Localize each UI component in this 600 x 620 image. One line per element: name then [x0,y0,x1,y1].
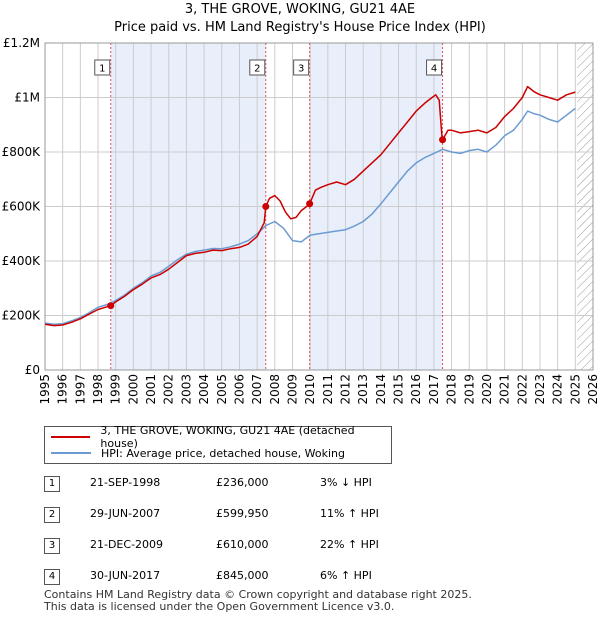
transaction-number: 3 [44,538,60,554]
chart-legend: 3, THE GROVE, WOKING, GU21 4AE (detached… [44,424,392,464]
hpi-line [44,107,576,325]
transaction-number: 2 [44,507,60,523]
footer-attribution: Contains HM Land Registry data © Crown c… [44,589,472,613]
x-tick-label: 2015 [392,374,406,405]
transaction-price: £845,000 [216,569,269,582]
x-tick-label: 2013 [356,374,370,405]
y-tick-label: £1.2M [3,36,40,50]
transaction-label: 1 [99,64,105,75]
transaction-date: 29-JUN-2007 [90,507,161,520]
x-tick-label: 2022 [515,374,529,405]
transaction-hpi-diff: 6% ↑ HPI [320,569,372,582]
transaction-hpi-diff: 11% ↑ HPI [320,507,379,520]
transaction-label-box [249,59,266,76]
legend-label-property: 3, THE GROVE, WOKING, GU21 4AE (detached… [100,424,355,450]
x-tick-label: 2025 [568,374,582,405]
transaction-label-box [293,59,310,76]
transaction-price: £599,950 [216,507,269,520]
transaction-price: £610,000 [216,538,269,551]
y-tick-label: £1M [14,91,40,105]
x-tick-label: 2002 [162,374,176,405]
x-tick-label: 2009 [285,374,299,405]
x-tick-label: 2003 [179,374,193,405]
x-tick-label: 2019 [462,374,476,405]
transaction-date: 21-DEC-2009 [90,538,164,551]
transaction-price: £236,000 [216,476,269,489]
x-tick-label: 2017 [427,374,441,405]
legend-item-property: 3, THE GROVE, WOKING, GU21 4AE (detached… [51,424,391,450]
transaction-label: 2 [254,64,260,75]
x-tick-label: 2001 [144,374,158,405]
transaction-point [262,203,270,211]
legend-line-property [51,436,91,438]
x-tick-label: 2024 [551,374,565,405]
y-tick-label: £0 [25,363,40,377]
transaction-number: 1 [44,476,60,492]
footer-licence: This data is licensed under the Open Gov… [44,600,395,613]
transaction-label-box [426,59,443,76]
legend-label-hpi: HPI: Average price, detached house, Woki… [101,446,345,460]
x-tick-label: 2008 [268,374,282,405]
transaction-point [439,136,447,144]
x-tick-label: 2021 [498,374,512,405]
y-tick-label: £200K [2,309,42,323]
x-tick-label: 1995 [38,374,52,405]
x-tick-label: 1999 [109,374,123,405]
x-tick-label: 2026 [586,374,600,405]
x-tick-label: 2016 [409,374,423,405]
legend-line-hpi [51,452,91,454]
x-tick-label: 1997 [73,374,87,405]
transaction-date: 30-JUN-2017 [90,569,161,582]
transaction-label: 3 [298,64,304,75]
plot-frame [44,42,594,371]
transaction-label-box [94,59,111,76]
x-tick-label: 2004 [197,374,211,405]
x-tick-label: 2014 [374,374,388,405]
legend-item-hpi: HPI: Average price, detached house, Woki… [51,445,345,461]
y-tick-label: £400K [2,254,42,268]
x-tick-label: 2012 [339,374,353,405]
x-tick-label: 2007 [250,374,264,405]
x-tick-label: 2018 [445,374,459,405]
chart-subtitle: Price paid vs. HM Land Registry's House … [114,20,486,35]
x-tick-label: 2006 [232,374,246,405]
transaction-hpi-diff: 3% ↓ HPI [320,476,372,489]
y-tick-label: £800K [2,145,42,159]
x-tick-label: 2011 [321,374,335,405]
transaction-label: 4 [431,64,437,75]
transaction-point [306,200,314,208]
x-tick-label: 2000 [126,374,140,405]
transaction-date: 21-SEP-1998 [90,476,161,489]
x-tick-label: 2020 [480,374,494,405]
footer-copyright: Contains HM Land Registry data © Crown c… [44,588,472,601]
transaction-hpi-diff: 22% ↑ HPI [320,538,379,551]
x-tick-label: 2005 [215,374,229,405]
transaction-number: 4 [44,569,60,585]
chart-title-address: 3, THE GROVE, WOKING, GU21 4AE [184,2,416,17]
x-tick-label: 2010 [303,374,317,405]
x-tick-label: 1998 [91,374,105,405]
transaction-point [107,302,115,310]
y-tick-label: £600K [2,200,42,214]
x-tick-label: 1996 [56,374,70,405]
x-tick-label: 2023 [533,374,547,405]
